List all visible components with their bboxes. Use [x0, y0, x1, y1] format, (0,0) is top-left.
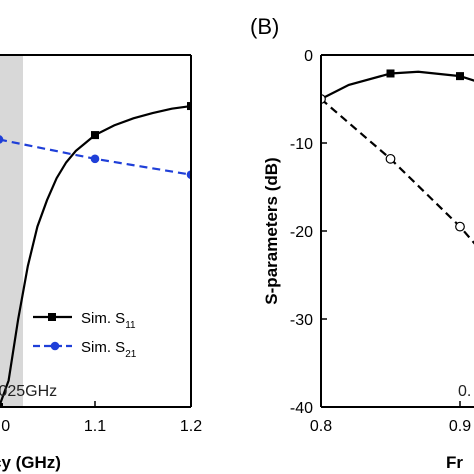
legend-s21-label: Sim. S21	[81, 339, 137, 360]
series-line-1-1	[321, 98, 474, 245]
data-point	[455, 221, 465, 232]
y-tick-labels-right: 0 -10 -20 -30 -40	[290, 48, 313, 417]
x-tick-labels-left: 1.0 1.1 1.2	[0, 418, 202, 435]
x-axis-label-right: Fr	[446, 453, 463, 472]
legend-s11-label: Sim. S11	[81, 310, 136, 331]
series-line-0-0	[0, 104, 191, 407]
data-point	[186, 170, 191, 179]
y-tick-label: -10	[290, 136, 313, 153]
axes-left	[0, 54, 192, 408]
panel-left: 1.0 1.1 1.2 cy (GHz) .025GHz Sim. S11 Sim.…	[0, 54, 202, 472]
x-tick-label: 1.2	[180, 418, 202, 435]
y-tick-label: -40	[290, 400, 313, 417]
band-annotation: .025GHz	[0, 383, 57, 400]
legend-s11-marker	[48, 313, 56, 321]
y-axis-label-right: S-parameters (dB)	[262, 157, 281, 304]
series-line-1-0	[321, 70, 474, 100]
axes-right	[320, 54, 474, 408]
data-point	[90, 154, 100, 164]
x-tick-label: 0.9	[449, 418, 471, 435]
x-tick-labels-right: 0.8 0.9	[310, 418, 471, 435]
x-axis-label-left: cy (GHz)	[0, 453, 61, 472]
panel-label: (B)	[250, 14, 279, 39]
x-tick-label: 0.8	[310, 418, 332, 435]
inset-fragment: 0.	[458, 383, 471, 400]
shaded-band	[0, 55, 23, 407]
plot-area-left	[0, 102, 191, 407]
y-tick-label: -20	[290, 224, 313, 241]
data-point	[386, 69, 395, 78]
y-tick-label: 0	[304, 48, 313, 65]
y-tick-label: -30	[290, 312, 313, 329]
data-point	[385, 153, 396, 164]
data-point	[0, 403, 3, 407]
legend-s21-marker	[50, 341, 60, 351]
legend: Sim. S11 Sim. S21	[33, 310, 137, 360]
data-point	[456, 72, 464, 81]
data-point	[187, 102, 191, 111]
panel-right: (B) S-parameters (dB) 0-10-20-30-40 0.8 0…	[250, 14, 474, 472]
x-tick-label: 1.0	[0, 418, 10, 435]
x-tick-label: 1.1	[84, 418, 106, 435]
plot-area-right	[321, 69, 474, 245]
data-point	[91, 131, 99, 140]
data-point	[0, 135, 4, 144]
